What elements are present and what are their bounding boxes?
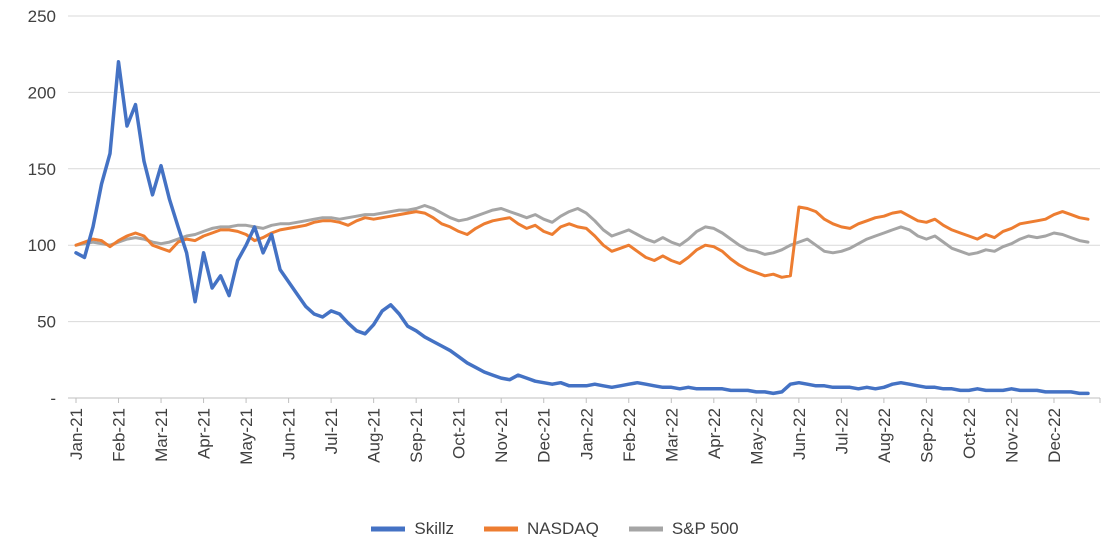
x-axis-label: Apr-22: [705, 408, 724, 459]
legend-label-sp500: S&P 500: [671, 519, 739, 538]
x-axis-label: Oct-21: [450, 408, 469, 459]
x-axis-label: Aug-21: [365, 408, 384, 463]
x-axis-label: Apr-21: [195, 408, 214, 459]
series-line-skillz: [74, 60, 1090, 396]
series-line-nasdaq: [74, 205, 1090, 279]
x-axis-label: Nov-21: [492, 408, 511, 463]
x-axis-label: Feb-22: [620, 408, 639, 462]
legend-swatch-skillz: [371, 526, 406, 532]
x-axis-label: Feb-21: [110, 408, 129, 462]
x-axis-label: Jan-22: [577, 408, 596, 460]
legend-label-skillz: Skillz: [414, 519, 455, 538]
legend-item-nasdaq: NASDAQ: [482, 519, 599, 539]
x-axis-label: Jun-22: [790, 408, 809, 460]
x-axis-label: Jul-21: [322, 408, 341, 454]
x-axis-label: Jul-22: [832, 408, 851, 454]
x-axis-label: Sep-22: [917, 408, 936, 463]
y-axis-label: -: [50, 389, 56, 408]
y-axis-label: 100: [28, 236, 56, 255]
y-axis-label: 200: [28, 83, 56, 102]
series-line-s-p-500: [74, 204, 1090, 256]
x-axis-label: Dec-21: [535, 408, 554, 463]
chart-legend: Skillz NASDAQ S&P 500: [0, 519, 1108, 539]
y-axis-label: 50: [37, 313, 56, 332]
legend-swatch-nasdaq: [484, 526, 519, 532]
x-axis-label: May-22: [747, 408, 766, 465]
x-axis-label: Mar-22: [662, 408, 681, 462]
legend-label-nasdaq: NASDAQ: [527, 519, 599, 538]
legend-swatch-sp500: [628, 526, 663, 532]
x-axis-label: May-21: [237, 408, 256, 465]
x-axis-label: Sep-21: [407, 408, 426, 463]
x-axis-label: Jun-21: [280, 408, 299, 460]
y-axis-label: 250: [28, 7, 56, 26]
x-axis-label: Nov-22: [1002, 408, 1021, 463]
x-axis-label: Dec-22: [1045, 408, 1064, 463]
x-axis-label: Aug-22: [875, 408, 894, 463]
x-axis-label: Mar-21: [152, 408, 171, 462]
x-axis-label: Jan-21: [67, 408, 86, 460]
legend-item-skillz: Skillz: [369, 519, 454, 539]
legend-item-sp500: S&P 500: [627, 519, 739, 539]
y-axis-label: 150: [28, 160, 56, 179]
x-axis-label: Oct-22: [960, 408, 979, 459]
